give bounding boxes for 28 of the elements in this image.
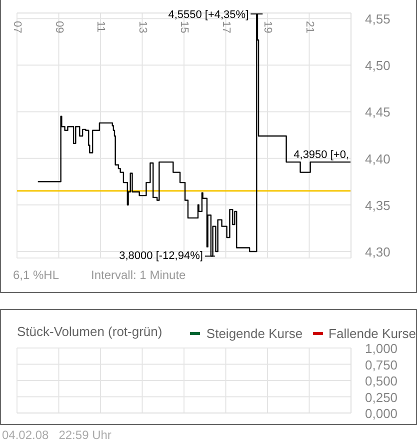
x-tick-label: 21 bbox=[303, 21, 316, 34]
x-tick-label: 09 bbox=[52, 21, 65, 34]
x-tick-label: 15 bbox=[178, 21, 190, 34]
x-tick-label: 13 bbox=[136, 21, 148, 34]
legend-label: Steigende Kurse bbox=[205, 326, 303, 341]
annotation: 3,8000 [-12,94%] bbox=[119, 250, 203, 262]
annotation: 4,5550 [+4,35%] bbox=[168, 8, 249, 21]
annotation: 4,3950 [+0, bbox=[294, 149, 349, 162]
x-tick-label: 07 bbox=[11, 21, 23, 34]
y-tick-label: 4,45 bbox=[365, 104, 390, 120]
legend-label: Fallende Kurse bbox=[328, 326, 416, 341]
y-tick-label: 4,30 bbox=[365, 244, 390, 260]
x-tick-label: 17 bbox=[220, 21, 232, 34]
x-tick-label: 19 bbox=[262, 21, 274, 34]
y-tick-label: 0,000 bbox=[365, 406, 398, 421]
y-tick-label: 0,750 bbox=[365, 357, 398, 372]
text: 04.02.08 22:59 Uhr bbox=[2, 428, 112, 442]
y-tick-label: 4,55 bbox=[365, 12, 390, 27]
y-tick-label: 0,500 bbox=[365, 374, 398, 388]
y-tick-label: 4,35 bbox=[365, 198, 390, 213]
text: 6,1 %HL bbox=[13, 268, 60, 282]
text: Intervall: 1 Minute bbox=[91, 268, 186, 282]
y-tick-label: 1,000 bbox=[365, 341, 398, 356]
x-tick-label: 11 bbox=[94, 21, 106, 32]
y-tick-label: 0,250 bbox=[365, 390, 398, 405]
chart-title: Stück-Volumen (rot-grün) bbox=[17, 324, 162, 339]
y-tick-label: 4,50 bbox=[365, 58, 390, 74]
y-tick-label: 4,40 bbox=[365, 151, 390, 166]
